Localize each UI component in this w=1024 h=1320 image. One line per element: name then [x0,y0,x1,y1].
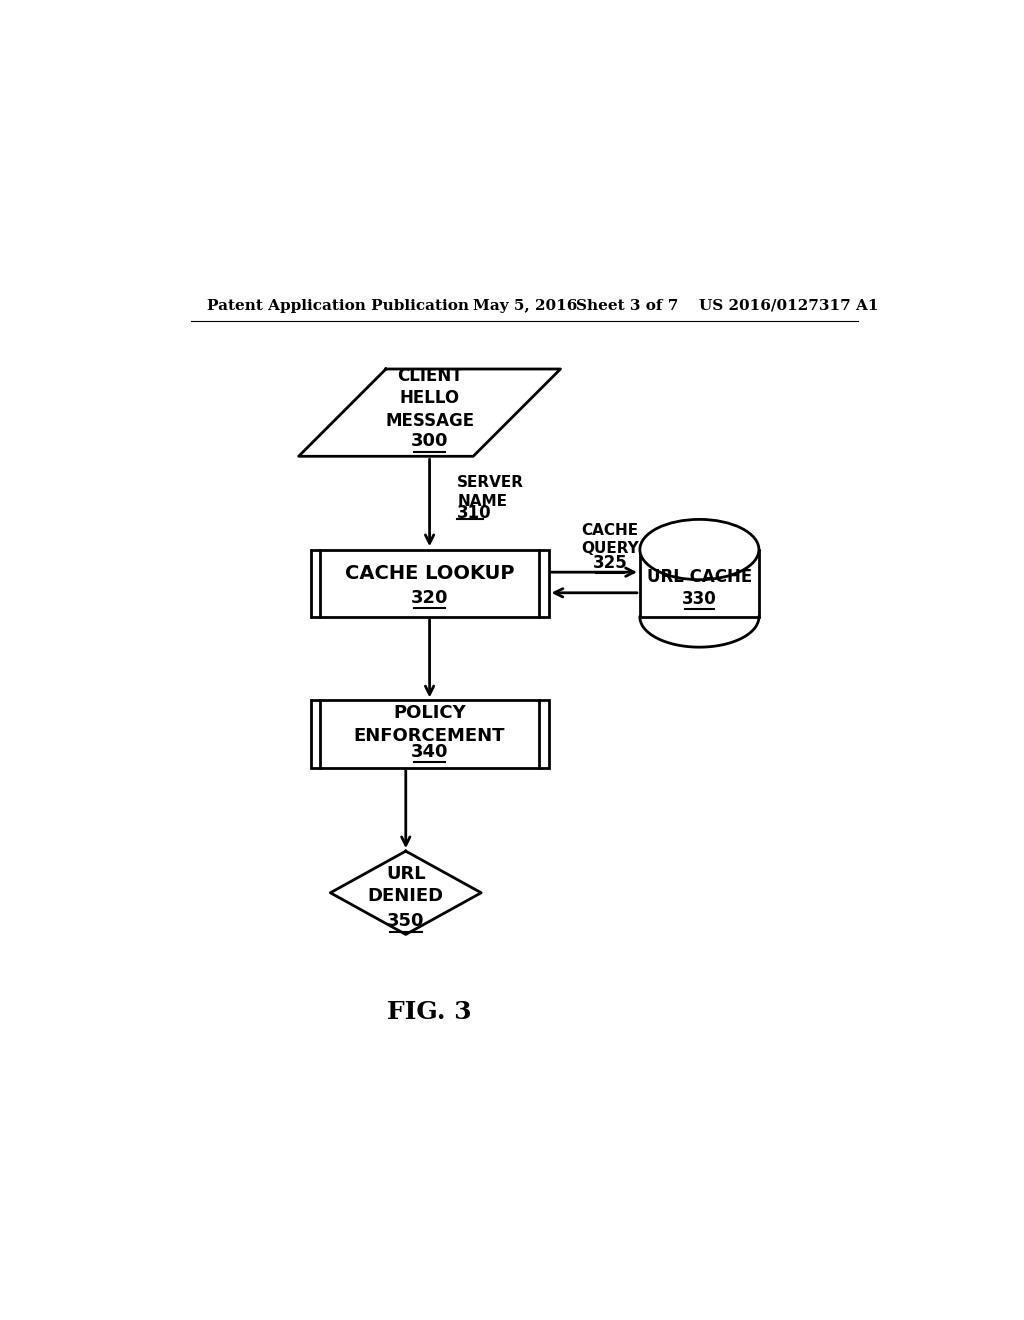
Text: May 5, 2016: May 5, 2016 [473,298,578,313]
Text: SERVER
NAME: SERVER NAME [458,475,524,508]
Text: 350: 350 [387,912,425,931]
Text: CACHE
QUERY: CACHE QUERY [582,523,639,557]
Text: 310: 310 [458,504,492,521]
Text: URL CACHE: URL CACHE [647,568,752,586]
Text: 300: 300 [411,432,449,450]
Text: URL
DENIED: URL DENIED [368,865,443,906]
Text: POLICY
ENFORCEMENT: POLICY ENFORCEMENT [354,705,505,744]
Text: Patent Application Publication: Patent Application Publication [207,298,469,313]
FancyBboxPatch shape [310,701,549,768]
Text: FIG. 3: FIG. 3 [387,999,472,1024]
Ellipse shape [640,519,759,579]
Text: CLIENT
HELLO
MESSAGE: CLIENT HELLO MESSAGE [385,367,474,429]
Text: Sheet 3 of 7: Sheet 3 of 7 [577,298,679,313]
FancyBboxPatch shape [310,549,549,616]
Text: 330: 330 [682,590,717,609]
Text: 325: 325 [593,554,628,573]
Text: CACHE LOOKUP: CACHE LOOKUP [345,564,514,583]
FancyBboxPatch shape [640,549,759,616]
Text: 340: 340 [411,743,449,760]
Text: US 2016/0127317 A1: US 2016/0127317 A1 [699,298,879,313]
Text: 320: 320 [411,589,449,607]
